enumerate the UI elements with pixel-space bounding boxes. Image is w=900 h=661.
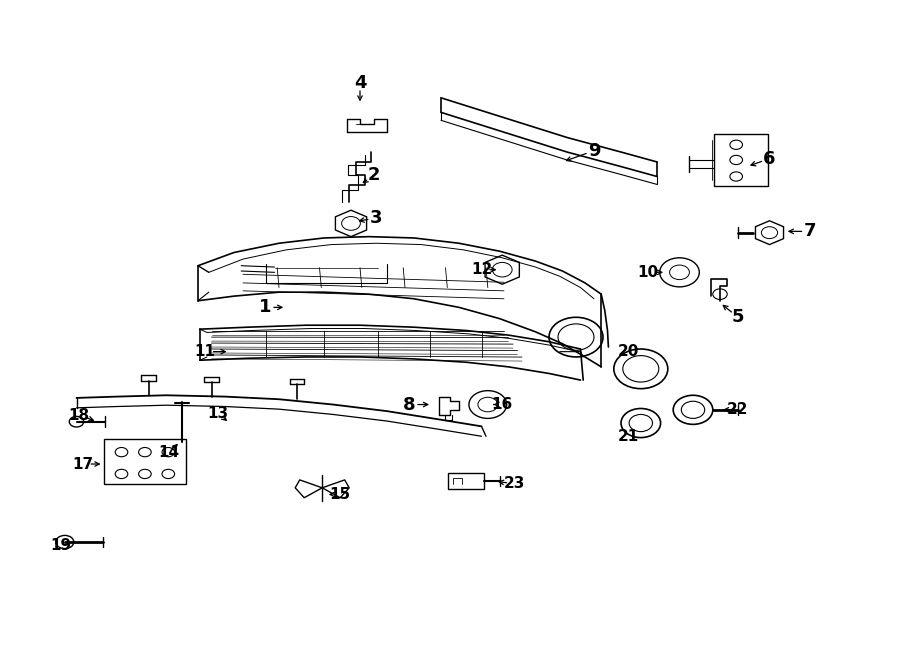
Bar (714, 134, 768, 186)
Text: 7: 7 (804, 222, 816, 241)
Text: 22: 22 (727, 403, 749, 417)
Text: 21: 21 (617, 429, 639, 444)
Text: 6: 6 (763, 149, 776, 168)
Text: 12: 12 (471, 262, 492, 277)
Text: 5: 5 (732, 308, 744, 327)
Text: 3: 3 (370, 209, 382, 227)
Text: 10: 10 (637, 265, 659, 280)
Bar (448, 473, 484, 489)
Text: 14: 14 (158, 446, 180, 460)
Text: 1: 1 (259, 298, 272, 317)
Text: 20: 20 (617, 344, 639, 359)
Text: 18: 18 (68, 408, 90, 422)
Text: 23: 23 (504, 477, 526, 491)
Text: 15: 15 (329, 487, 351, 502)
Text: 17: 17 (72, 457, 94, 471)
Bar (104, 439, 186, 484)
Text: 13: 13 (207, 406, 229, 420)
Text: 16: 16 (491, 397, 513, 412)
Text: 19: 19 (50, 538, 72, 553)
Text: 8: 8 (403, 395, 416, 414)
Text: 11: 11 (194, 344, 216, 359)
Text: 4: 4 (354, 73, 366, 92)
Text: 2: 2 (367, 166, 380, 184)
Text: 9: 9 (588, 141, 600, 160)
